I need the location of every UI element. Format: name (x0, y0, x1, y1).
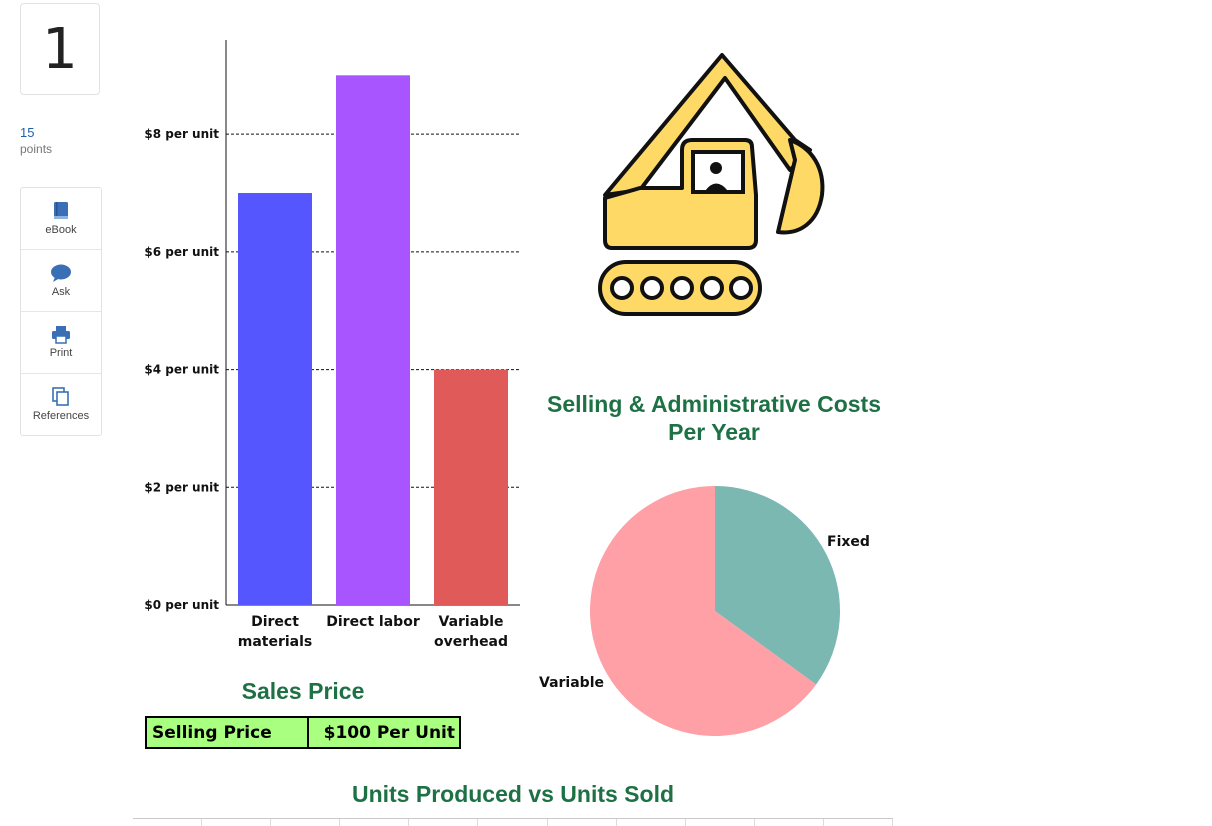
chat-bubble-icon (51, 264, 71, 282)
tools-panel: eBook Ask Print References (20, 187, 102, 436)
selling-price-label: Selling Price (147, 718, 309, 747)
references-label: References (32, 410, 90, 422)
selling-admin-costs-pie-chart: Fixed Variable (539, 486, 870, 736)
bar-variable-overhead (434, 369, 508, 605)
printer-icon (52, 326, 70, 344)
references-icon (52, 387, 69, 406)
excavator-icon (598, 53, 825, 316)
pie-label-fixed: Fixed (827, 534, 870, 550)
pie-chart-title: Selling & Administrative Costs Per Year (520, 390, 908, 446)
cost-per-unit-bar-chart: $0 per unit $2 per unit $4 per unit $6 per … (144, 40, 520, 650)
references-button[interactable]: References (21, 374, 101, 435)
points-label: points (20, 142, 53, 156)
ebook-label: eBook (45, 224, 77, 236)
pie-chart-title-line-2: Per Year (668, 419, 760, 445)
print-label: Print (49, 347, 73, 359)
units-table-top (133, 818, 894, 826)
y-tick-label: $8 per unit (144, 127, 219, 141)
sales-price-title: Sales Price (241, 678, 365, 704)
bar-direct-materials (238, 193, 312, 606)
x-category-label: Direct (251, 614, 299, 630)
pie-slice-variable (590, 486, 817, 736)
ebook-icon (54, 202, 68, 219)
pie-chart-title-line-1: Selling & Administrative Costs (547, 391, 881, 417)
sales-price-table: Selling Price $100 Per Unit (145, 716, 461, 749)
ask-label: Ask (51, 286, 71, 298)
pie-label-variable: Variable (539, 675, 604, 691)
bar-direct-labor (336, 75, 410, 605)
selling-price-value: $100 Per Unit (323, 722, 455, 743)
y-tick-label: $4 per unit (144, 363, 219, 377)
pie-slice-fixed (715, 486, 840, 685)
points-info: 15 points (20, 125, 52, 157)
ebook-button[interactable]: eBook (21, 188, 101, 250)
y-tick-label: $6 per unit (144, 245, 219, 259)
x-category-label: materials (238, 634, 313, 650)
print-button[interactable]: Print (21, 312, 101, 374)
units-produced-vs-sold-title: Units Produced vs Units Sold (351, 781, 675, 807)
x-category-label: overhead (434, 634, 508, 650)
x-category-label: Direct labor (326, 614, 420, 630)
x-category-label: Variable (439, 614, 504, 630)
points-value: 15 (20, 125, 35, 140)
y-tick-label: $0 per unit (144, 598, 219, 612)
y-tick-label: $2 per unit (144, 480, 219, 494)
ask-button[interactable]: Ask (21, 250, 101, 312)
question-number: 1 (20, 3, 100, 95)
